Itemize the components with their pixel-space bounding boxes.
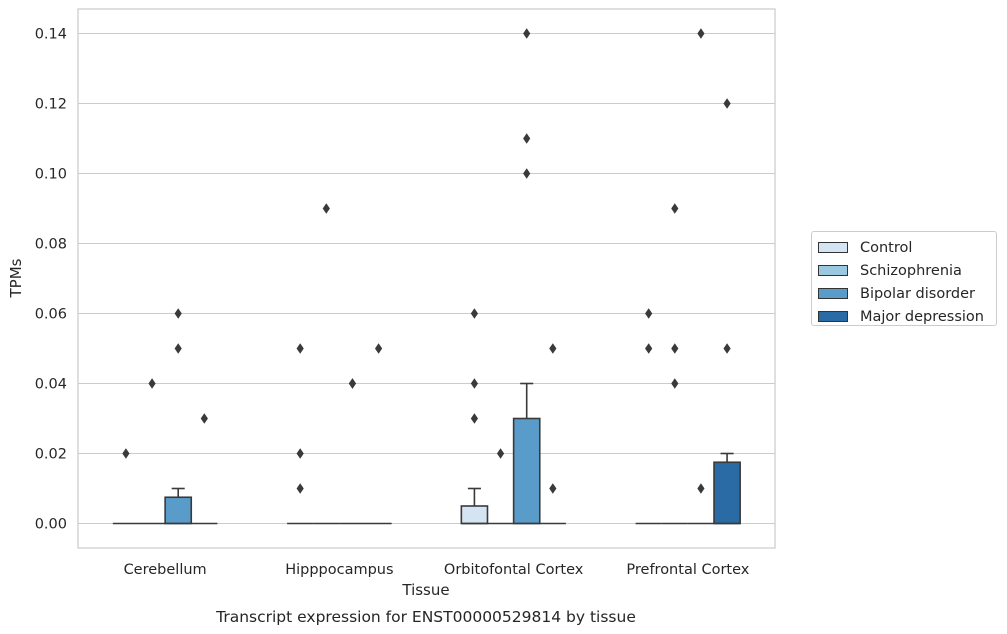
legend-label-bipolar-disorder: Bipolar disorder bbox=[860, 285, 975, 302]
legend-swatch-schizophrenia bbox=[818, 265, 848, 276]
y-tick-label: 0.12 bbox=[35, 97, 67, 113]
outlier-point bbox=[671, 378, 679, 389]
legend: Control Schizophrenia Bipolar disorder M… bbox=[811, 231, 997, 326]
legend-item-bipolar-disorder: Bipolar disorder bbox=[818, 282, 996, 305]
outlier-point bbox=[470, 308, 479, 319]
box-group bbox=[112, 448, 139, 525]
box-group bbox=[365, 343, 392, 525]
y-tick-label: 0.14 bbox=[35, 27, 67, 43]
outlier-point bbox=[697, 483, 705, 494]
legend-item-major-depression: Major depression bbox=[818, 305, 996, 328]
outlier-point bbox=[174, 343, 182, 354]
y-axis-ticks: 0.00 0.02 0.04 0.06 0.08 0.10 0.12 0.14 bbox=[35, 27, 67, 533]
y-tick-label: 0.00 bbox=[35, 517, 67, 533]
outlier-point bbox=[122, 448, 130, 459]
x-tick-label: Cerebellum bbox=[124, 562, 207, 578]
box-group bbox=[191, 413, 218, 525]
outlier-point bbox=[148, 378, 156, 389]
box bbox=[512, 417, 541, 525]
outlier-point bbox=[322, 203, 330, 214]
outlier-point bbox=[348, 378, 357, 389]
outlier-point bbox=[523, 168, 531, 179]
box-group bbox=[512, 28, 541, 525]
box-group bbox=[287, 343, 314, 525]
plot-area bbox=[78, 9, 775, 548]
legend-label-major-depression: Major depression bbox=[860, 308, 984, 325]
y-tick-label: 0.06 bbox=[35, 307, 67, 323]
box bbox=[713, 461, 741, 525]
x-tick-label: Hipppocampus bbox=[285, 562, 393, 578]
box-group bbox=[313, 203, 340, 525]
box bbox=[164, 496, 193, 525]
x-tick-label: Prefrontal Cortex bbox=[626, 562, 749, 578]
outlier-point bbox=[549, 343, 557, 354]
box bbox=[460, 505, 489, 525]
outlier-point bbox=[496, 448, 505, 459]
outlier-point bbox=[470, 378, 479, 389]
outlier-point bbox=[296, 483, 304, 494]
legend-swatch-major-depression bbox=[818, 311, 848, 322]
box-group bbox=[539, 343, 566, 525]
x-axis-ticks: Cerebellum Hipppocampus Orbitofontal Corte… bbox=[124, 562, 750, 578]
outlier-point bbox=[671, 203, 679, 214]
outlier-point bbox=[645, 343, 653, 354]
outlier-point bbox=[697, 28, 705, 39]
x-axis-label: Tissue bbox=[401, 581, 449, 599]
outlier-point bbox=[523, 28, 531, 39]
outlier-point bbox=[374, 343, 383, 354]
y-axis-label: TPMs bbox=[7, 258, 25, 298]
box-group bbox=[164, 308, 193, 525]
box-group bbox=[339, 378, 366, 525]
outlier-point bbox=[174, 308, 182, 319]
outlier-point bbox=[470, 413, 479, 424]
x-tick-label: Orbitofontal Cortex bbox=[444, 562, 584, 578]
outlier-point bbox=[523, 133, 531, 144]
outlier-point bbox=[296, 448, 304, 459]
legend-label-control: Control bbox=[860, 239, 913, 256]
legend-swatch-control bbox=[818, 242, 848, 253]
y-tick-label: 0.02 bbox=[35, 447, 67, 463]
outlier-point bbox=[296, 343, 304, 354]
y-tick-label: 0.08 bbox=[35, 237, 67, 253]
y-tick-label: 0.10 bbox=[35, 167, 67, 183]
outlier-point bbox=[645, 308, 653, 319]
plot-frame bbox=[77, 8, 776, 549]
box-group bbox=[713, 98, 741, 525]
legend-item-schizophrenia: Schizophrenia bbox=[818, 259, 996, 282]
outlier-point bbox=[723, 98, 731, 109]
legend-item-control: Control bbox=[818, 236, 996, 259]
box-group bbox=[635, 308, 662, 525]
box-group bbox=[687, 28, 715, 525]
box-group bbox=[460, 308, 489, 525]
y-tick-label: 0.04 bbox=[35, 377, 67, 393]
chart-caption: Transcript expression for ENST0000052981… bbox=[215, 608, 636, 626]
legend-label-schizophrenia: Schizophrenia bbox=[860, 262, 962, 279]
outlier-point bbox=[549, 483, 557, 494]
boxes-layer bbox=[112, 28, 741, 525]
legend-swatch-bipolar-disorder bbox=[818, 288, 848, 299]
box-group bbox=[487, 448, 514, 525]
outlier-point bbox=[723, 343, 731, 354]
box-group bbox=[138, 378, 166, 525]
box-group bbox=[661, 203, 688, 525]
outlier-point bbox=[671, 343, 679, 354]
outlier-point bbox=[200, 413, 208, 424]
